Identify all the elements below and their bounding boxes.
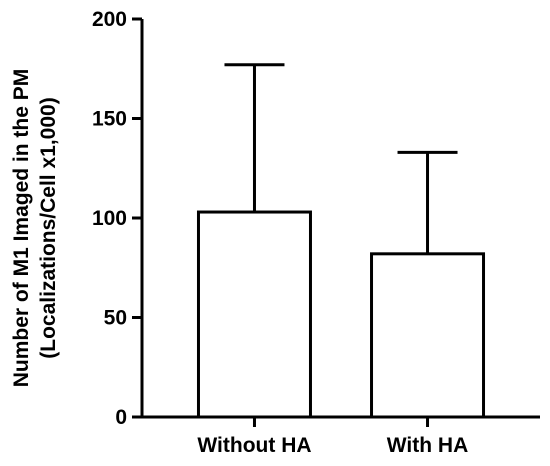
y-tick-label: 100: [92, 207, 127, 230]
y-tick-label: 150: [92, 108, 127, 131]
bar: [370, 252, 486, 419]
labels: 0 50 100 150 200 Without HA With HA: [92, 8, 468, 457]
y-axis-title-line2: (Localizations/Cell x1,000): [37, 97, 60, 358]
y-axis-title-line1: Number of M1 Imaged in the PM: [10, 69, 33, 388]
bar: [196, 210, 312, 419]
bars: [196, 63, 486, 419]
y-tick-label: 200: [92, 8, 127, 31]
y-tick-label: 0: [115, 406, 127, 429]
x-tick-label: Without HA: [197, 434, 311, 457]
x-tick-label: With HA: [387, 434, 468, 457]
y-tick-label: 50: [104, 307, 127, 330]
y-axis-title: Number of M1 Imaged in the PM (Localizat…: [10, 69, 60, 388]
